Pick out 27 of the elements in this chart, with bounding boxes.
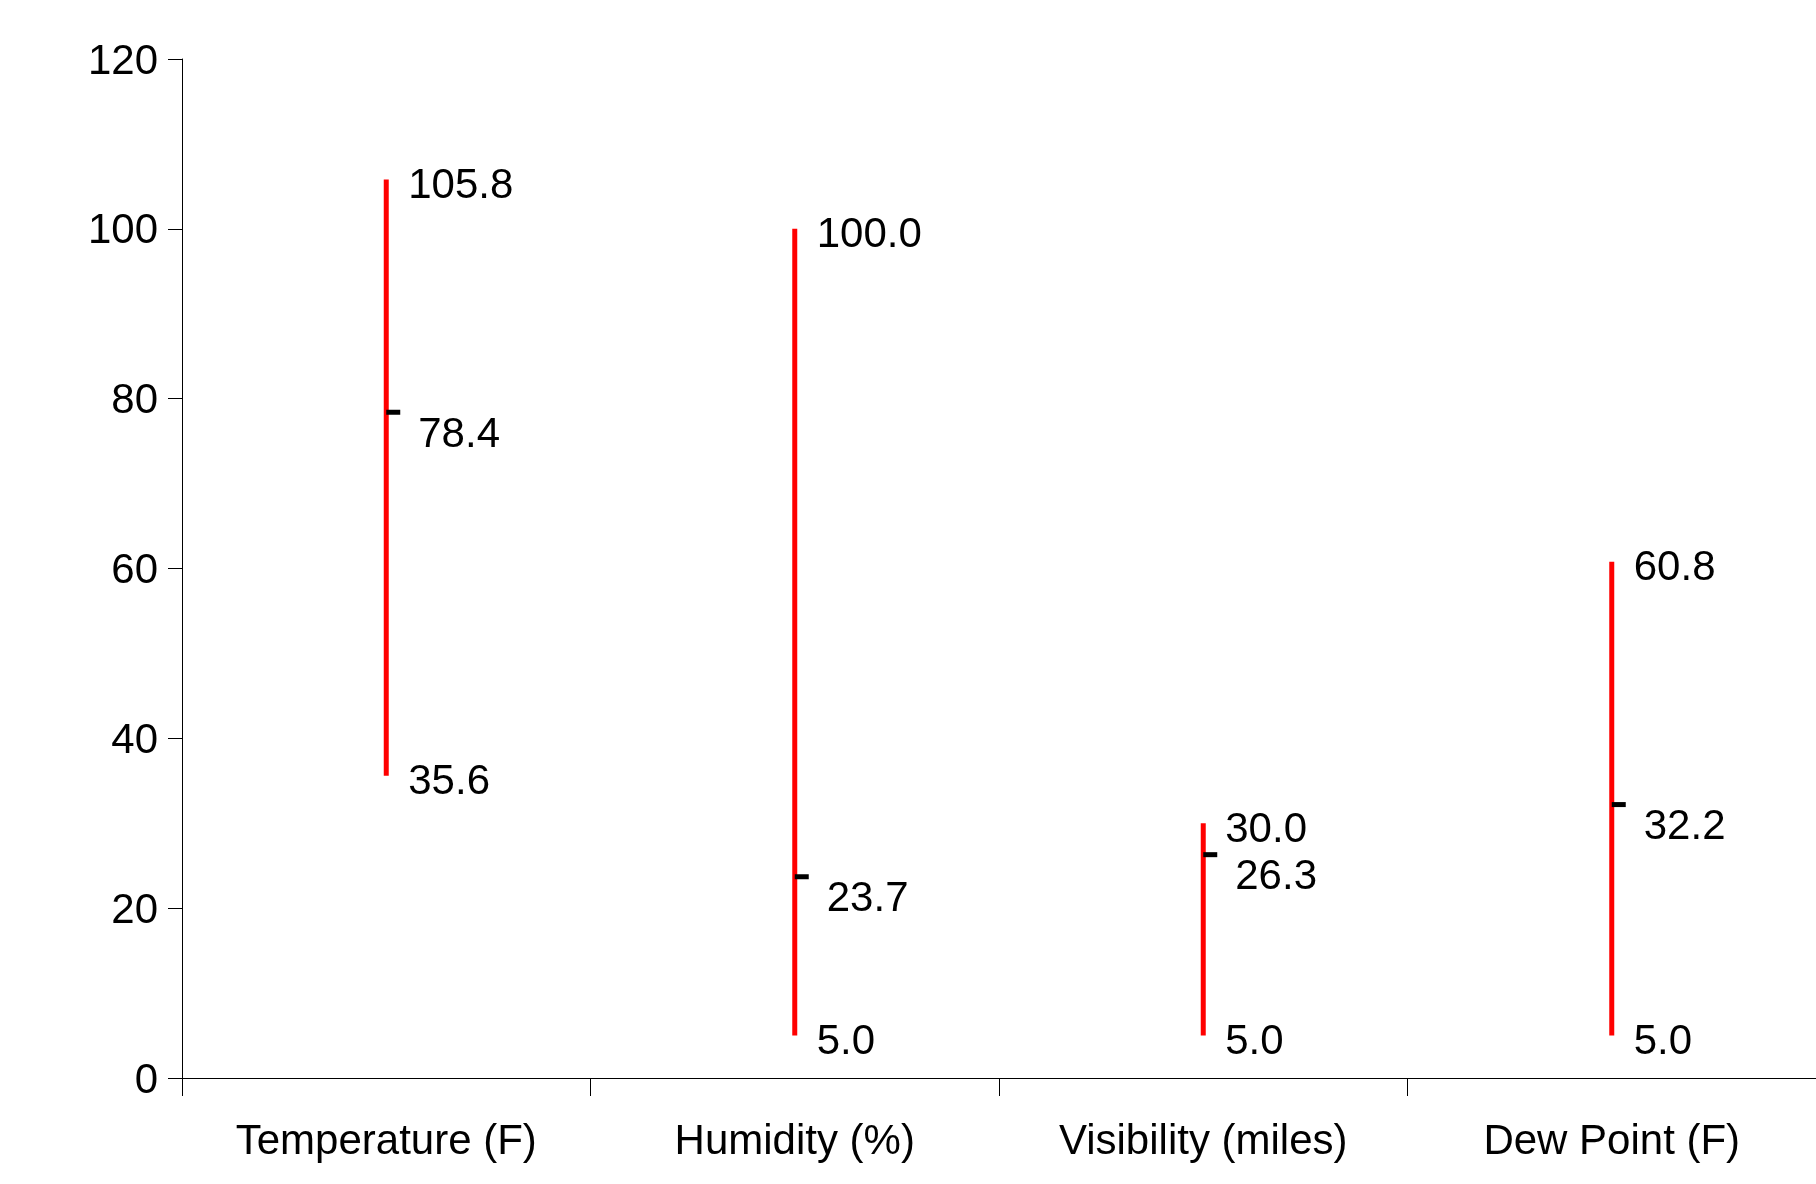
data-label: 32.2 <box>1643 801 1726 849</box>
data-label: 23.7 <box>826 873 909 921</box>
bar <box>792 228 798 1036</box>
x-tick-label: Humidity (%) <box>674 1115 915 1163</box>
y-tick-label: 120 <box>87 35 158 83</box>
y-tick-label: 60 <box>111 545 158 592</box>
x-tick-label: Dew Point (F) <box>1483 1115 1741 1163</box>
annotation: 30.0 <box>1225 803 1307 851</box>
annotation: 5.0 <box>1633 1016 1693 1064</box>
x-tick-label: Temperature (F) <box>235 1115 537 1163</box>
bar <box>1200 823 1206 1036</box>
bar <box>383 179 389 776</box>
annotation: 5.0 <box>816 1016 876 1064</box>
y-tick-label: 0 <box>134 1054 158 1102</box>
annotation: 60.8 <box>1633 542 1716 590</box>
annotation: 105.8 <box>408 160 514 208</box>
bar <box>1609 561 1615 1036</box>
data-label: 26.3 <box>1235 851 1317 899</box>
y-tick-label: 20 <box>111 884 158 932</box>
annotation: 5.0 <box>1225 1016 1284 1064</box>
y-tick-label: 80 <box>111 375 158 423</box>
data-label: 78.4 <box>418 408 500 456</box>
annotation: 35.6 <box>408 756 490 804</box>
annotation: 100.0 <box>816 209 922 257</box>
y-tick-label: 100 <box>87 205 158 253</box>
x-tick-label: Visibility (miles) <box>1058 1115 1348 1163</box>
y-tick-label: 40 <box>111 714 158 762</box>
